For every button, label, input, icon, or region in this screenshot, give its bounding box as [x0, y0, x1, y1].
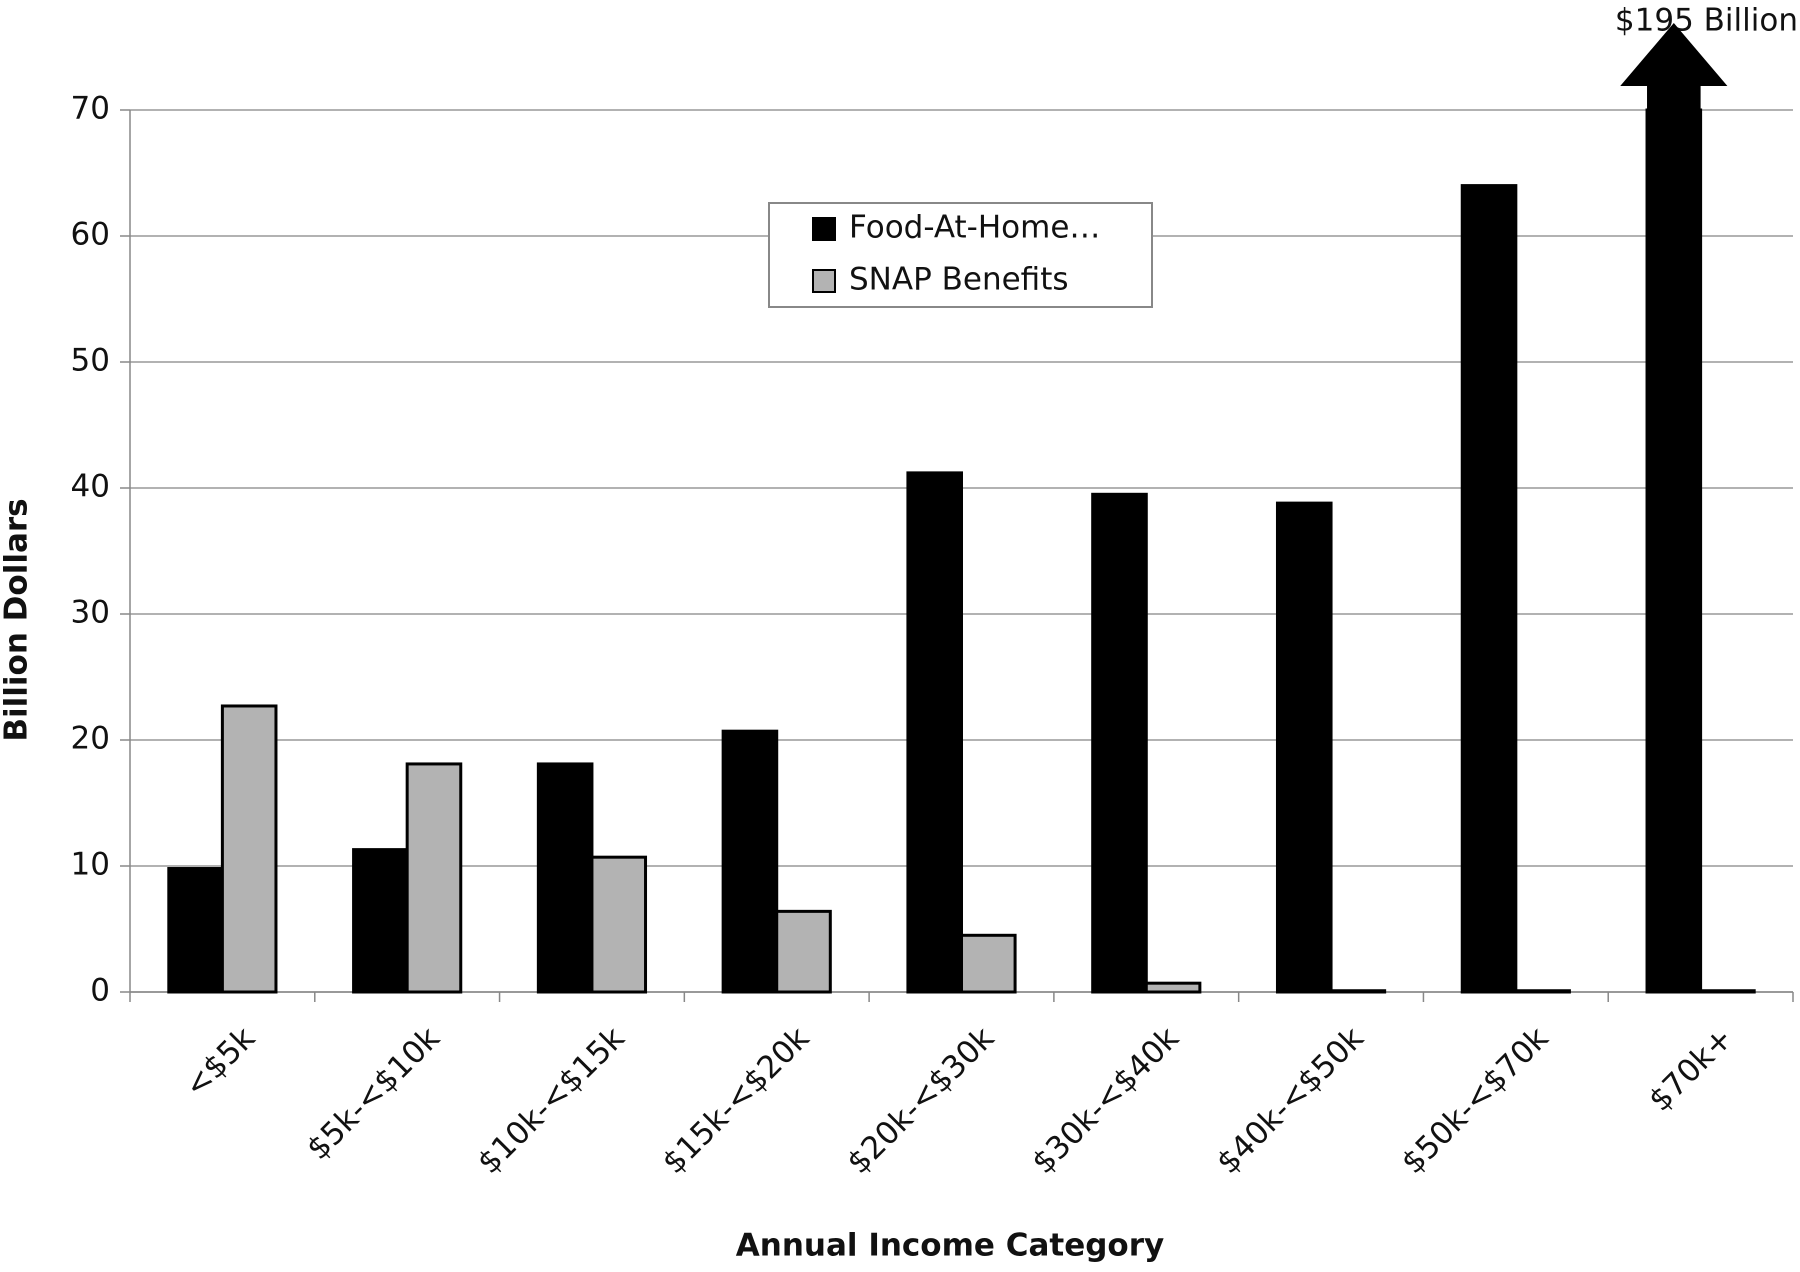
- y-tick-label: 50: [71, 343, 110, 379]
- y-tick-label: 20: [71, 721, 110, 757]
- x-tick-label: <$5k: [178, 1020, 262, 1104]
- legend-label: Food-At-Home…: [849, 210, 1100, 246]
- bar: [1514, 989, 1571, 994]
- bar: [167, 867, 224, 994]
- bar: [721, 729, 779, 994]
- y-axis-title: Billion Dollars: [0, 498, 35, 741]
- legend-swatch: [812, 217, 836, 241]
- bar: [1699, 989, 1756, 994]
- legend-label: SNAP Benefits: [849, 262, 1069, 298]
- bar: [590, 855, 648, 994]
- annotation: $195 Billion: [1615, 3, 1798, 39]
- bar: [1645, 108, 1703, 994]
- bar: [536, 762, 594, 994]
- bar: [220, 704, 278, 994]
- x-tick-label: $20k-<$30k: [840, 1020, 1001, 1181]
- y-tick-label: 30: [71, 595, 110, 631]
- x-tick-label: $5k-<$10k: [300, 1020, 447, 1167]
- bar: [960, 933, 1017, 994]
- x-tick-label: $70k+: [1642, 1020, 1740, 1118]
- x-tick-label: $40k-<$50k: [1210, 1020, 1371, 1181]
- y-tick-label: 10: [71, 847, 110, 883]
- y-tick-label: 70: [71, 91, 110, 127]
- x-tick-label: $10k-<$15k: [471, 1020, 632, 1181]
- x-tick-label: $15k-<$20k: [656, 1020, 817, 1181]
- bar: [1275, 501, 1333, 994]
- x-tick-label: $30k-<$40k: [1025, 1020, 1186, 1181]
- bar: [1329, 989, 1387, 994]
- bar: [1144, 981, 1202, 994]
- bar: [352, 848, 409, 994]
- x-tick-label: $50k-<$70k: [1395, 1020, 1556, 1181]
- bar: [1091, 492, 1148, 994]
- bar: [906, 471, 963, 994]
- x-axis-title: Annual Income Category: [736, 1228, 1164, 1264]
- y-tick-label: 0: [90, 973, 110, 1009]
- bar: [405, 762, 463, 994]
- y-tick-label: 60: [71, 217, 110, 253]
- legend-swatch: [812, 269, 836, 293]
- y-tick-label: 40: [71, 469, 110, 505]
- bar: [1460, 184, 1518, 994]
- overflow-arrow: [1620, 23, 1728, 110]
- bar: [775, 909, 832, 994]
